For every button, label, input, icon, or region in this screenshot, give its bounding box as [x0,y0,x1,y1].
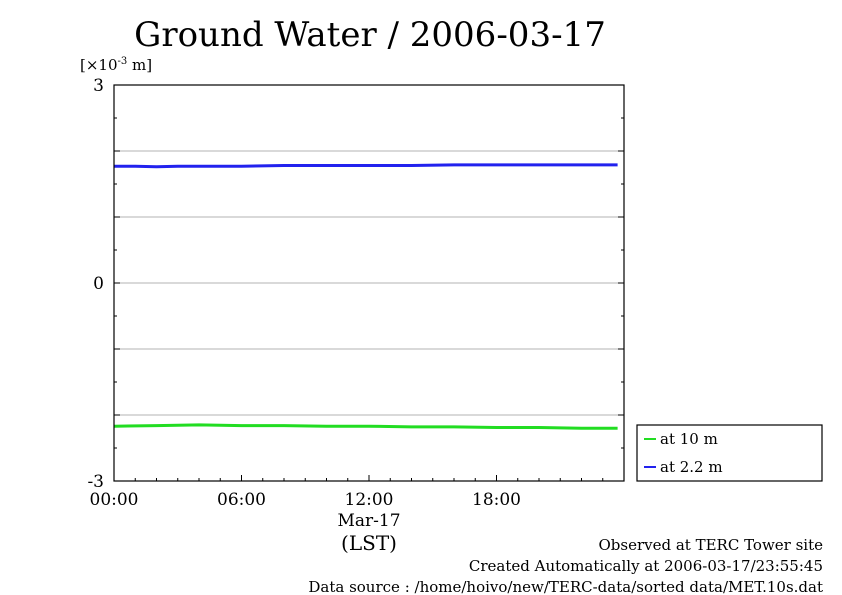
series-line-0 [113,423,618,430]
footer-created: Created Automatically at 2006-03-17/23:5… [469,557,823,575]
y-unit-prefix: [×10 [80,56,118,74]
plot-frame [113,84,625,482]
series-layer [113,163,618,430]
legend-label-at-10m: at 10 m [660,430,718,448]
legend-box [636,424,823,482]
x-tick-label: 12:00 [345,490,394,510]
date-label: Mar-17 [337,511,400,531]
y-unit-suffix: m] [127,56,152,74]
y-tick-label: -3 [87,472,104,492]
grid-layer [113,84,624,482]
legend-label-at-2-2m: at 2.2 m [660,458,723,476]
x-tick-labels: 00:00 06:00 12:00 18:00 [90,490,522,510]
x-axis-label: (LST) [341,531,397,555]
y-tick-label: 0 [93,274,104,294]
y-axis-unit-label: [×10-3 m] [80,56,152,74]
y-tick-labels: 3 0 -3 [87,76,104,492]
x-tick-label: 06:00 [217,490,266,510]
y-unit-exponent: -3 [118,56,128,67]
footer-data-source: Data source : /home/hoivo/new/TERC-data/… [308,578,823,595]
footer-observed: Observed at TERC Tower site [598,536,823,554]
x-tick-label: 00:00 [90,490,139,510]
chart-title: Ground Water / 2006-03-17 [134,15,606,55]
y-tick-label: 3 [93,76,104,96]
x-tick-label: 18:00 [472,490,521,510]
legend: at 10 m at 2.2 m [636,424,823,482]
series-line-1 [114,163,618,169]
